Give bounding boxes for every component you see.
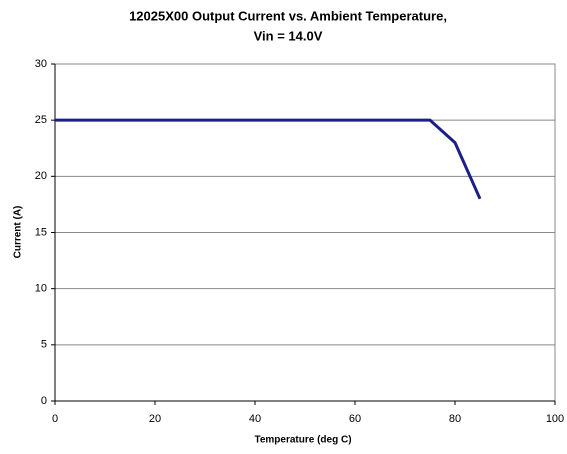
data-line	[55, 118, 482, 200]
y-tick-label: 5	[41, 339, 47, 351]
x-axis-label: Temperature (deg C)	[254, 435, 351, 446]
x-tick-label: 0	[52, 413, 58, 425]
chart-title-line: Vin = 14.0V	[254, 28, 323, 43]
y-tick-label: 20	[35, 170, 47, 182]
y-tick-label: 10	[35, 283, 47, 295]
x-tick-label: 20	[149, 413, 161, 425]
x-tick-label: 100	[546, 413, 564, 425]
y-tick-label: 0	[41, 395, 47, 407]
x-tick-label: 80	[449, 413, 461, 425]
y-tick-label: 15	[35, 226, 47, 238]
y-tick-label: 30	[35, 58, 47, 70]
x-tick-label: 60	[349, 413, 361, 425]
x-tick-label: 40	[249, 413, 261, 425]
chart-title-line: 12025X00 Output Current vs. Ambient Temp…	[129, 8, 447, 23]
y-tick-label: 25	[35, 114, 47, 126]
y-axis-label: Current (A)	[13, 206, 24, 259]
